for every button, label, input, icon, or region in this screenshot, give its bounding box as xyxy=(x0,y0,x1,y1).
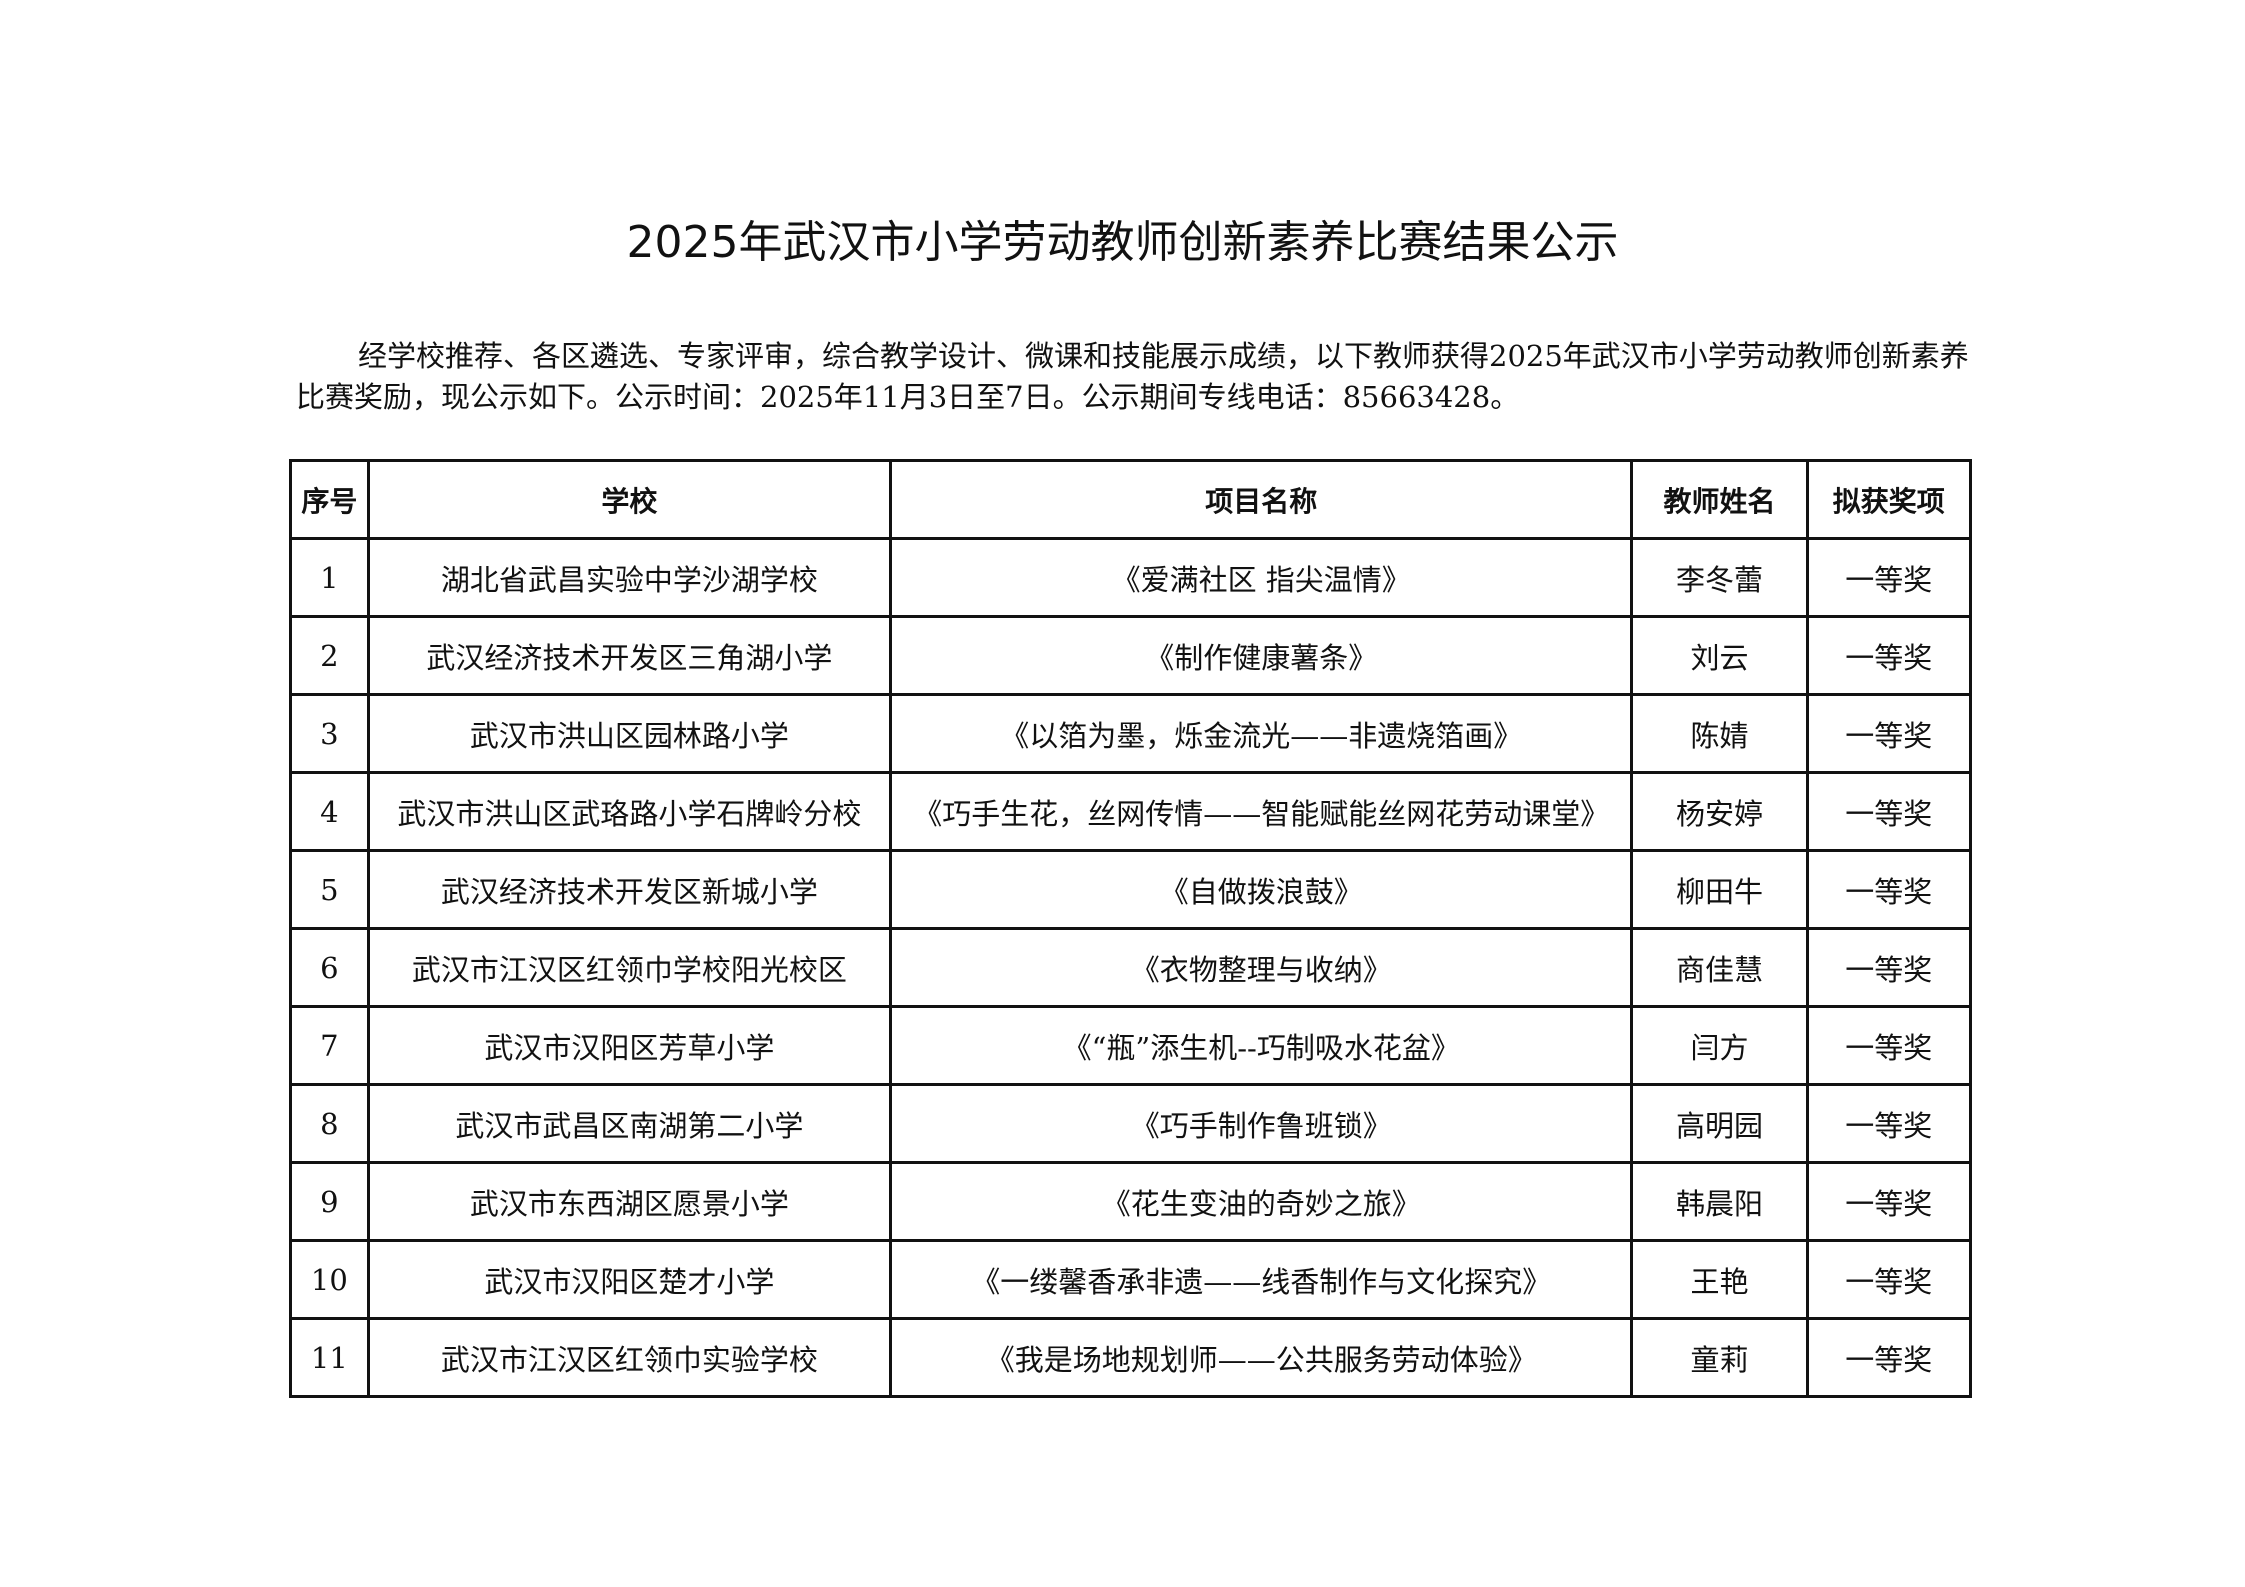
cell-school: 武汉经济技术开发区三角湖小学 xyxy=(366,615,893,696)
cell-index: 8 xyxy=(289,1083,370,1164)
cell-school: 湖北省武昌实验中学沙湖学校 xyxy=(366,537,893,618)
cell-index: 4 xyxy=(289,771,370,852)
cell-school: 武汉市东西湖区愿景小学 xyxy=(366,1161,893,1242)
cell-project: 《以箔为墨，烁金流光——非遗烧箔画》 xyxy=(888,693,1634,774)
cell-award: 一等奖 xyxy=(1805,615,1973,696)
header-col-school: 学校 xyxy=(366,459,893,540)
table-row: 6 武汉市江汉区红领巾学校阳光校区 《衣物整理与收纳》 商佳慧 一等奖 xyxy=(289,927,1973,1008)
intro-paragraph: 经学校推荐、各区遴选、专家评审，综合教学设计、微课和技能展示成绩，以下教师获得2… xyxy=(296,339,1969,414)
table-row: 3 武汉市洪山区园林路小学 《以箔为墨，烁金流光——非遗烧箔画》 陈婧 一等奖 xyxy=(289,693,1973,774)
cell-teacher: 闫方 xyxy=(1630,1005,1809,1086)
cell-school: 武汉市汉阳区楚才小学 xyxy=(366,1239,893,1320)
table-row: 1 湖北省武昌实验中学沙湖学校 《爱满社区 指尖温情》 李冬蕾 一等奖 xyxy=(289,537,1973,618)
cell-index: 7 xyxy=(289,1005,370,1086)
cell-project: 《制作健康薯条》 xyxy=(888,615,1634,696)
table-header-row: 序号 学校 项目名称 教师姓名 拟获奖项 xyxy=(289,459,1973,540)
cell-school: 武汉市洪山区园林路小学 xyxy=(366,693,893,774)
table-row: 5 武汉经济技术开发区新城小学 《自做拨浪鼓》 柳田牛 一等奖 xyxy=(289,849,1973,930)
table-row: 4 武汉市洪山区武珞路小学石牌岭分校 《巧手生花，丝网传情——智能赋能丝网花劳动课堂… xyxy=(289,771,1973,852)
cell-index: 11 xyxy=(289,1317,370,1398)
cell-index: 10 xyxy=(289,1239,370,1320)
cell-project: 《我是场地规划师——公共服务劳动体验》 xyxy=(888,1317,1634,1398)
cell-index: 3 xyxy=(289,693,370,774)
cell-teacher: 商佳慧 xyxy=(1630,927,1809,1008)
header-col-award: 拟获奖项 xyxy=(1805,459,1973,540)
cell-school: 武汉市江汉区红领巾实验学校 xyxy=(366,1317,893,1398)
table-row: 11 武汉市江汉区红领巾实验学校 《我是场地规划师——公共服务劳动体验》 童莉 一等奖 xyxy=(289,1317,1973,1398)
cell-project: 《花生变油的奇妙之旅》 xyxy=(888,1161,1634,1242)
cell-teacher: 李冬蕾 xyxy=(1630,537,1809,618)
table-row: 10 武汉市汉阳区楚才小学 《一缕馨香承非遗——线香制作与文化探究》 王艳 一等奖 xyxy=(289,1239,1973,1320)
cell-project: 《一缕馨香承非遗——线香制作与文化探究》 xyxy=(888,1239,1634,1320)
page-title: 2025年武汉市小学劳动教师创新素养比赛结果公示 xyxy=(626,217,1619,268)
cell-award: 一等奖 xyxy=(1805,1005,1973,1086)
cell-index: 1 xyxy=(289,537,370,618)
cell-index: 9 xyxy=(289,1161,370,1242)
cell-award: 一等奖 xyxy=(1805,927,1973,1008)
cell-teacher: 柳田牛 xyxy=(1630,849,1809,930)
cell-index: 5 xyxy=(289,849,370,930)
header-col-teacher: 教师姓名 xyxy=(1630,459,1809,540)
table-row: 8 武汉市武昌区南湖第二小学 《巧手制作鲁班锁》 高明园 一等奖 xyxy=(289,1083,1973,1164)
cell-award: 一等奖 xyxy=(1805,849,1973,930)
cell-school: 武汉市江汉区红领巾学校阳光校区 xyxy=(366,927,893,1008)
cell-project: 《自做拨浪鼓》 xyxy=(888,849,1634,930)
cell-award: 一等奖 xyxy=(1805,1161,1973,1242)
cell-school: 武汉经济技术开发区新城小学 xyxy=(366,849,893,930)
cell-award: 一等奖 xyxy=(1805,1239,1973,1320)
results-table: 序号 学校 项目名称 教师姓名 拟获奖项 1 湖北省武昌实验中学沙湖学校 《爱满社区 指尖温… xyxy=(289,459,1973,1398)
cell-award: 一等奖 xyxy=(1805,693,1973,774)
cell-teacher: 陈婧 xyxy=(1630,693,1809,774)
table-row: 7 武汉市汉阳区芳草小学 《“瓶”添生机--巧制吸水花盆》 闫方 一等奖 xyxy=(289,1005,1973,1086)
cell-school: 武汉市汉阳区芳草小学 xyxy=(366,1005,893,1086)
cell-teacher: 王艳 xyxy=(1630,1239,1809,1320)
cell-award: 一等奖 xyxy=(1805,1317,1973,1398)
cell-project: 《巧手生花，丝网传情——智能赋能丝网花劳动课堂》 xyxy=(888,771,1634,852)
cell-project: 《爱满社区 指尖温情》 xyxy=(888,537,1634,618)
cell-school: 武汉市洪山区武珞路小学石牌岭分校 xyxy=(366,771,893,852)
header-col-project: 项目名称 xyxy=(888,459,1634,540)
cell-award: 一等奖 xyxy=(1805,1083,1973,1164)
cell-project: 《巧手制作鲁班锁》 xyxy=(888,1083,1634,1164)
cell-index: 2 xyxy=(289,615,370,696)
cell-project: 《衣物整理与收纳》 xyxy=(888,927,1634,1008)
cell-school: 武汉市武昌区南湖第二小学 xyxy=(366,1083,893,1164)
cell-teacher: 杨安婷 xyxy=(1630,771,1809,852)
cell-teacher: 刘云 xyxy=(1630,615,1809,696)
cell-teacher: 高明园 xyxy=(1630,1083,1809,1164)
cell-project: 《“瓶”添生机--巧制吸水花盆》 xyxy=(888,1005,1634,1086)
table-row: 9 武汉市东西湖区愿景小学 《花生变油的奇妙之旅》 韩晨阳 一等奖 xyxy=(289,1161,1973,1242)
table-row: 2 武汉经济技术开发区三角湖小学 《制作健康薯条》 刘云 一等奖 xyxy=(289,615,1973,696)
cell-index: 6 xyxy=(289,927,370,1008)
cell-teacher: 韩晨阳 xyxy=(1630,1161,1809,1242)
header-col-index: 序号 xyxy=(289,459,370,540)
cell-award: 一等奖 xyxy=(1805,771,1973,852)
cell-teacher: 童莉 xyxy=(1630,1317,1809,1398)
cell-award: 一等奖 xyxy=(1805,537,1973,618)
